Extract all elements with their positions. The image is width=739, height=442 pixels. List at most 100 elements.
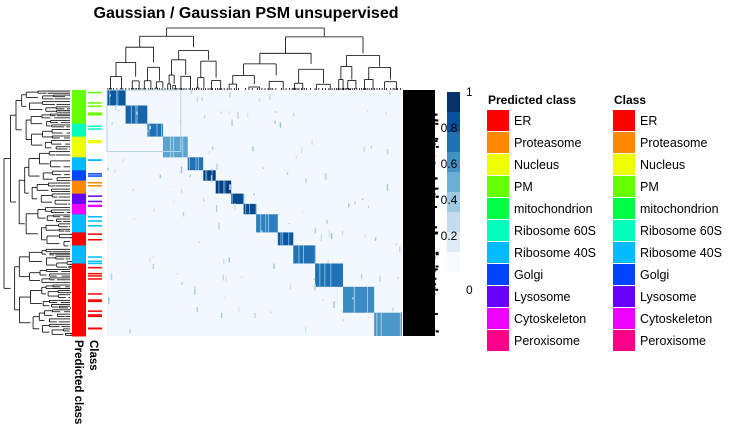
- heatmap-speckle: [386, 184, 389, 191]
- heatmap-cluster-stripe: [223, 180, 225, 194]
- heatmap-speckle: [189, 174, 191, 178]
- legend-swatch: [487, 176, 509, 197]
- heatmap-speckle: [149, 257, 151, 263]
- row-labels-block: [403, 90, 439, 336]
- class-bar-tick: [88, 233, 102, 235]
- side-bar-label-predicted: Predicted class: [72, 340, 84, 424]
- legend-swatch: [613, 308, 635, 329]
- class-bar-tick: [88, 200, 102, 203]
- heatmap-halo: [106, 89, 182, 152]
- heatmap-cluster-stripe: [156, 123, 158, 137]
- legend-swatch: [487, 220, 509, 241]
- color-key-step: [447, 212, 460, 233]
- heatmap-speckle: [107, 297, 110, 304]
- heatmap-speckle: [279, 122, 282, 128]
- legend-title: Predicted class: [488, 93, 576, 107]
- row-label-fragment: [432, 330, 435, 333]
- heatmap-speckle: [194, 289, 196, 295]
- class-bar-tick: [88, 220, 102, 222]
- row-label-fragment: [432, 162, 436, 165]
- legend-swatch: [613, 176, 635, 197]
- heatmap-cluster-block: [293, 245, 315, 264]
- row-label-fragment: [435, 251, 439, 254]
- heatmap-speckle: [397, 277, 399, 280]
- heatmap-speckle: [311, 139, 313, 145]
- heatmap-speckle: [361, 198, 364, 200]
- heatmap-speckle: [133, 217, 136, 221]
- class-bar-tick: [88, 266, 102, 269]
- row-label-fragment: [432, 254, 435, 257]
- heatmap-speckle: [129, 329, 131, 334]
- heatmap-cluster-stripe: [399, 312, 401, 336]
- heatmap-speckle: [341, 230, 344, 236]
- class-bar-tick: [88, 113, 102, 115]
- heatmap-speckle: [215, 204, 218, 212]
- class-bar-tick: [88, 225, 102, 227]
- heatmap-cluster-stripe: [367, 286, 368, 313]
- chart-title: Gaussian / Gaussian PSM unsupervised: [94, 5, 399, 22]
- heatmap-speckle: [348, 203, 350, 208]
- heatmap-speckle: [225, 276, 227, 282]
- heatmap-speckle: [136, 111, 138, 115]
- legend-swatch: [487, 242, 509, 263]
- color-key-step: [447, 192, 460, 213]
- color-key-tick-label: 0.6: [441, 157, 458, 171]
- heatmap-speckle: [363, 146, 365, 153]
- heatmap-speckle: [229, 184, 231, 190]
- heatmap-speckle: [333, 301, 335, 308]
- heatmap-speckle: [367, 205, 370, 209]
- heatmap-speckle: [395, 243, 398, 246]
- legend-swatch: [487, 110, 509, 131]
- heatmap-cluster-stripe: [288, 232, 290, 246]
- heatmap-speckle: [107, 167, 109, 171]
- color-key-tick-label: 0.4: [441, 193, 458, 207]
- heatmap-speckle: [354, 200, 356, 205]
- heatmap-cluster-block: [256, 214, 278, 233]
- row-label-fragment: [435, 122, 439, 125]
- heatmap-speckle: [254, 313, 256, 319]
- heatmap-cluster-stripe: [197, 157, 199, 171]
- heatmap-speckle: [269, 94, 271, 100]
- heatmap-cluster-block: [374, 312, 402, 336]
- heatmap-speckle: [288, 222, 290, 225]
- row-label-fragment: [435, 187, 439, 190]
- legend-swatch: [487, 308, 509, 329]
- heatmap-speckle: [202, 197, 205, 202]
- heatmap-cluster-stripe: [218, 180, 220, 194]
- predicted-class-bar-segment: [72, 312, 86, 337]
- heatmap-speckle: [210, 175, 213, 183]
- heatmap-cluster-stripe: [265, 214, 267, 233]
- heatmap-speckle: [261, 230, 263, 233]
- heatmap-speckle: [389, 91, 391, 95]
- predicted-class-bar-segment: [72, 105, 86, 125]
- row-label-fragment: [435, 145, 439, 148]
- row-label-fragment: [435, 330, 439, 333]
- predicted-class-bar-segment: [72, 170, 86, 182]
- class-bar-tick: [88, 140, 102, 142]
- color-key-step: [447, 132, 460, 153]
- heatmap-cluster-stripe: [231, 193, 233, 204]
- row-label-fragment: [432, 270, 436, 273]
- heatmap-cluster-stripe: [249, 203, 251, 215]
- heatmap-speckle: [289, 284, 292, 290]
- heatmap-speckle: [330, 233, 333, 239]
- legend-entry-label: Peroxisome: [514, 334, 580, 348]
- heatmap-speckle: [153, 208, 155, 212]
- legend-entry-label: ER: [514, 114, 531, 128]
- heatmap-cluster-stripe: [182, 136, 184, 158]
- legend-entry-label: Proteasome: [640, 136, 707, 150]
- heatmap-speckle: [132, 189, 134, 191]
- row-labels-dense: [403, 90, 435, 336]
- heatmap-speckle: [196, 307, 199, 313]
- heatmap-speckle: [182, 212, 185, 217]
- color-key-step: [447, 92, 460, 113]
- heatmap-speckle: [352, 297, 354, 300]
- predicted-class-bar-segment: [72, 193, 86, 205]
- heatmap-cluster-stripe: [376, 312, 378, 336]
- row-label-fragment: [432, 329, 436, 332]
- heatmap-speckle: [203, 115, 206, 119]
- row-label-fragment: [433, 283, 437, 286]
- heatmap-speckle: [293, 112, 295, 117]
- heatmap-speckle: [304, 326, 307, 333]
- heatmap-speckle: [218, 222, 220, 230]
